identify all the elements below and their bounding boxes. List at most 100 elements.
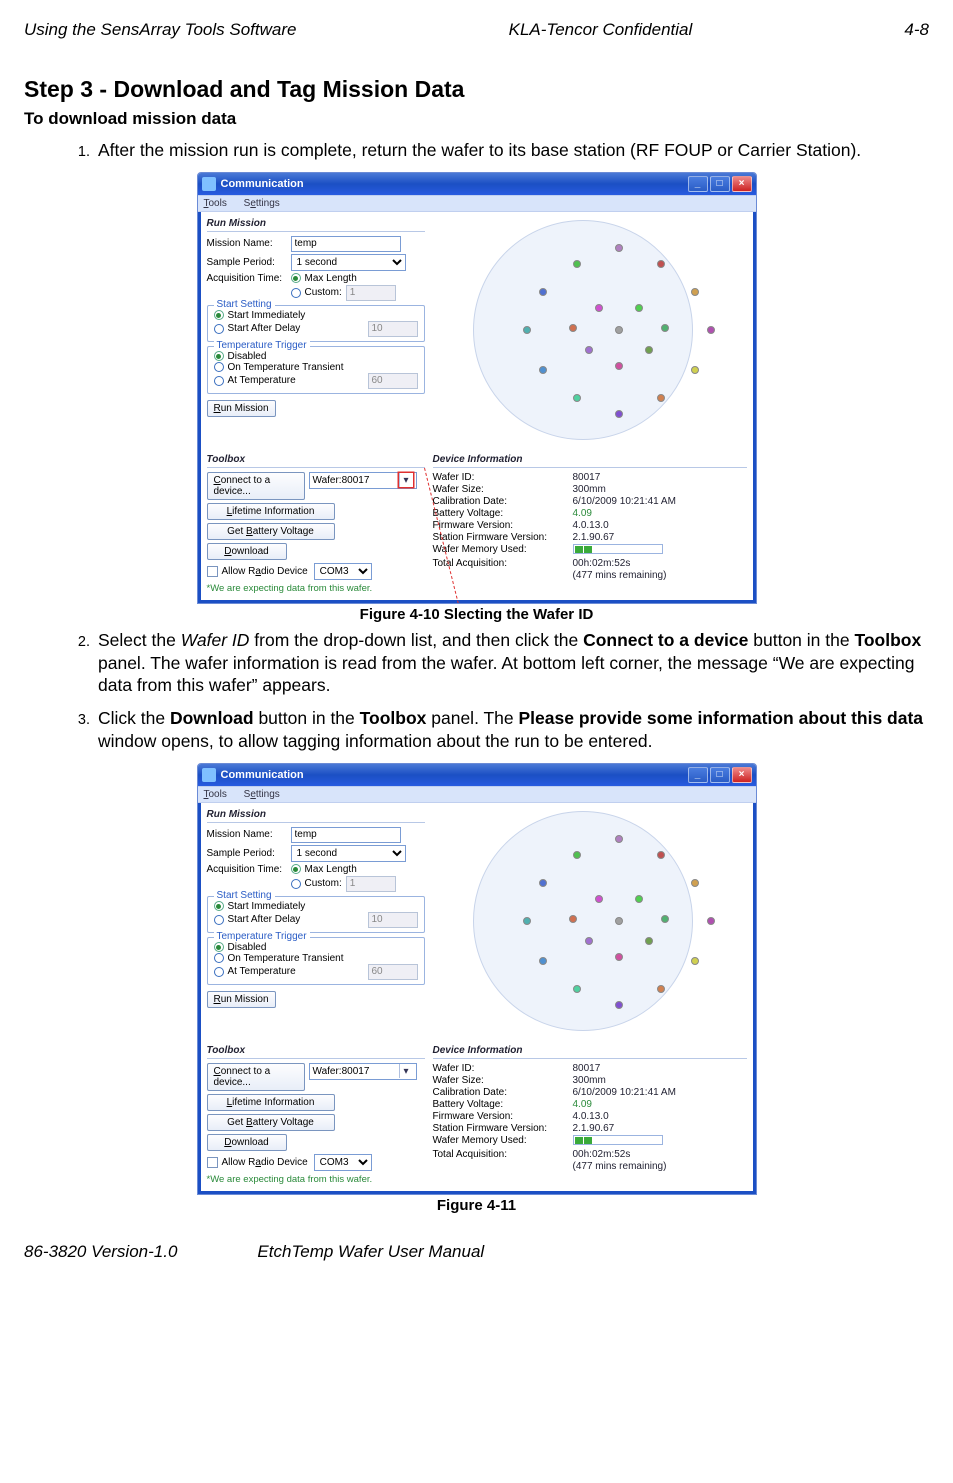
maximize-button-2[interactable]: □	[710, 767, 730, 783]
screenshot-figure-4-11: Communication _ □ × Tools Settings Run M…	[197, 763, 757, 1195]
acq-custom-radio[interactable]	[291, 288, 301, 298]
connect-device-button-2[interactable]: Connect to a device...	[207, 1063, 305, 1091]
wafer-select-chevron-icon-2[interactable]: ▾	[399, 1064, 413, 1078]
connect-device-button[interactable]: Connect to a device...	[207, 472, 305, 500]
sensor-dot	[615, 917, 623, 925]
download-button-2[interactable]: Download	[207, 1134, 287, 1151]
acq-max-label: Max Length	[305, 273, 357, 284]
mission-name-input[interactable]	[291, 236, 401, 252]
acq-custom-radio-2[interactable]	[291, 879, 301, 889]
header-center: KLA-Tencor Confidential	[509, 20, 693, 40]
device-info-title: Device Information	[433, 452, 747, 468]
step2-toolbox: Toolbox	[854, 630, 921, 650]
menu-settings[interactable]: Settings	[244, 198, 280, 209]
temp-trigger-legend: Temperature Trigger	[214, 340, 310, 351]
sensor-dot	[615, 244, 623, 252]
start-setting-legend: Start Setting	[214, 299, 275, 310]
tt-at-label: At Temperature	[228, 375, 296, 386]
wafer-circle	[473, 220, 693, 440]
sample-period-select-2[interactable]: 1 second	[291, 845, 406, 862]
run-mission-title-2: Run Mission	[207, 807, 425, 823]
step-2: Select the Wafer ID from the drop-down l…	[94, 629, 929, 697]
wafer-select-value-2: Wafer:80017	[313, 1066, 370, 1077]
start-delay-label: Start After Delay	[228, 323, 301, 334]
window-title: Communication	[221, 178, 304, 190]
acq-custom-spinner-2[interactable]	[346, 876, 396, 892]
app-icon	[202, 177, 216, 191]
step-3: Click the Download button in the Toolbox…	[94, 707, 929, 753]
sensor-dot	[573, 851, 581, 859]
acq-max-radio[interactable]	[291, 273, 301, 283]
battery-button[interactable]: Get Battery Voltage	[207, 523, 335, 540]
tt-transient-radio[interactable]	[214, 362, 224, 372]
run-mission-button-2[interactable]: Run Mission	[207, 991, 276, 1008]
sensor-dot	[615, 410, 623, 418]
start-immediate-radio-2[interactable]	[214, 901, 224, 911]
minimize-button[interactable]: _	[688, 176, 708, 192]
wafer-select[interactable]: Wafer:80017 ▾	[309, 472, 417, 489]
tt-disabled-label: Disabled	[228, 351, 267, 362]
sensor-dot	[569, 915, 577, 923]
allow-radio-label-2: Allow Radio Device	[222, 1157, 308, 1168]
sensor-dot	[657, 985, 665, 993]
sensor-dot	[523, 917, 531, 925]
start-immediate-radio[interactable]	[214, 310, 224, 320]
com-port-select[interactable]: COM3	[314, 563, 372, 580]
allow-radio-checkbox-2[interactable]	[207, 1157, 218, 1168]
acq-max-label-2: Max Length	[305, 864, 357, 875]
tt-transient-radio-2[interactable]	[214, 953, 224, 963]
battery-button-2[interactable]: Get Battery Voltage	[207, 1114, 335, 1131]
menu-tools-2[interactable]: Tools	[204, 789, 227, 800]
minimize-button-2[interactable]: _	[688, 767, 708, 783]
start-delay-spinner-2[interactable]	[368, 912, 418, 928]
sample-period-select[interactable]: 1 second	[291, 254, 406, 271]
wafer-circle-2	[473, 811, 693, 1031]
tt-disabled-radio-2[interactable]	[214, 942, 224, 952]
temp-trigger-fieldset: Temperature Trigger Disabled On Temperat…	[207, 346, 425, 394]
start-delay-radio[interactable]	[214, 324, 224, 334]
maximize-button[interactable]: □	[710, 176, 730, 192]
step-1-text: After the mission run is complete, retur…	[98, 140, 861, 160]
start-delay-spinner[interactable]	[368, 321, 418, 337]
wafer-select-chevron-icon[interactable]: ▾	[399, 473, 413, 487]
mission-name-input-2[interactable]	[291, 827, 401, 843]
dev-wafer-id-label: Wafer ID:	[433, 472, 573, 483]
sensor-dot	[691, 366, 699, 374]
download-button[interactable]: Download	[207, 543, 287, 560]
sample-period-label-2: Sample Period:	[207, 848, 291, 859]
run-mission-button[interactable]: Run Mission	[207, 400, 276, 417]
acq-max-radio-2[interactable]	[291, 864, 301, 874]
tt-at-spinner-2[interactable]	[368, 964, 418, 980]
tt-at-radio-2[interactable]	[214, 967, 224, 977]
dev-fw-label: Firmware Version:	[433, 520, 573, 531]
wafer-select-2[interactable]: Wafer:80017 ▾	[309, 1063, 417, 1080]
wafer-map-panel-2	[433, 807, 747, 1037]
wafer-select-value: Wafer:80017	[313, 475, 370, 486]
sensor-dot	[573, 260, 581, 268]
sensor-dot	[615, 362, 623, 370]
tt-disabled-radio[interactable]	[214, 351, 224, 361]
tt-at-spinner[interactable]	[368, 373, 418, 389]
sensor-dot	[615, 1001, 623, 1009]
close-button[interactable]: ×	[732, 176, 752, 192]
acq-custom-spinner[interactable]	[346, 285, 396, 301]
dev-mem-label: Wafer Memory Used:	[433, 544, 573, 557]
start-delay-radio-2[interactable]	[214, 915, 224, 925]
tt-at-radio[interactable]	[214, 376, 224, 386]
allow-radio-checkbox[interactable]	[207, 566, 218, 577]
sensor-dot	[569, 324, 577, 332]
temp-trigger-fieldset-2: Temperature Trigger Disabled On Temperat…	[207, 937, 425, 985]
tt-transient-label-2: On Temperature Transient	[228, 953, 344, 964]
window-titlebar: Communication _ □ ×	[198, 173, 756, 195]
menu-tools[interactable]: Tools	[204, 198, 227, 209]
sensor-dot	[645, 346, 653, 354]
lifetime-button-2[interactable]: Lifetime Information	[207, 1094, 335, 1111]
menu-settings-2[interactable]: Settings	[244, 789, 280, 800]
sensor-dot	[691, 288, 699, 296]
lifetime-button[interactable]: Lifetime Information	[207, 503, 335, 520]
figure-4-11-caption: Figure 4-11	[437, 1197, 516, 1214]
close-button-2[interactable]: ×	[732, 767, 752, 783]
device-info-panel-2: Device Information Wafer ID:80017 Wafer …	[433, 1043, 747, 1185]
step-heading: Step 3 - Download and Tag Mission Data	[24, 76, 929, 103]
com-port-select-2[interactable]: COM3	[314, 1154, 372, 1171]
